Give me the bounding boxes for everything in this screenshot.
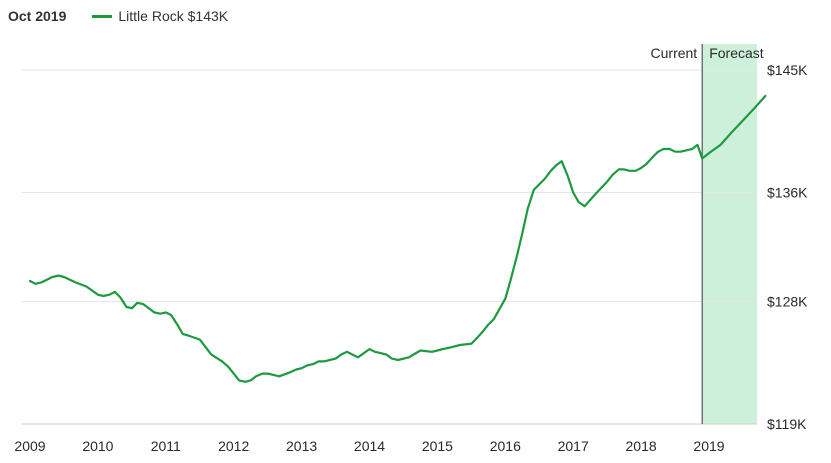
x-tick-label: 2017 [558, 438, 589, 454]
current-label: Current [651, 45, 698, 61]
legend: Little Rock $143K [92, 8, 228, 24]
forecast-band [702, 44, 757, 424]
x-tick-label: 2009 [14, 438, 45, 454]
x-axis-ticks: 2009 2010 2011 2012 2013 2014 2015 2016 2017 2018… [14, 438, 724, 454]
forecast-layer [702, 44, 757, 424]
y-tick-label: $136K [767, 185, 808, 201]
y-axis-ticks: $145K $136K $128K $119K [767, 62, 808, 432]
x-tick-label: 2011 [151, 438, 181, 454]
x-tick-label: 2014 [354, 438, 385, 454]
x-tick-label: 2012 [218, 438, 249, 454]
gridlines [22, 69, 757, 425]
forecast-label: Forecast [709, 45, 764, 61]
date-label: Oct 2019 [8, 8, 67, 24]
legend-line-swatch [92, 14, 113, 18]
y-tick-label: $119K [767, 416, 807, 432]
series-line-little-rock [28, 94, 767, 383]
x-tick-label: 2016 [490, 438, 521, 454]
x-tick-label: 2013 [286, 438, 317, 454]
legend-label: Little Rock $143K [118, 8, 229, 24]
x-tick-label: 2019 [693, 438, 724, 454]
y-tick-label: $128K [767, 293, 808, 309]
chart-header: Oct 2019 Little Rock $143K [8, 6, 228, 26]
x-tick-label: 2018 [626, 438, 657, 454]
x-tick-label: 2010 [82, 438, 113, 454]
y-tick-label: $145K [767, 62, 808, 78]
x-tick-label: 2015 [422, 438, 453, 454]
